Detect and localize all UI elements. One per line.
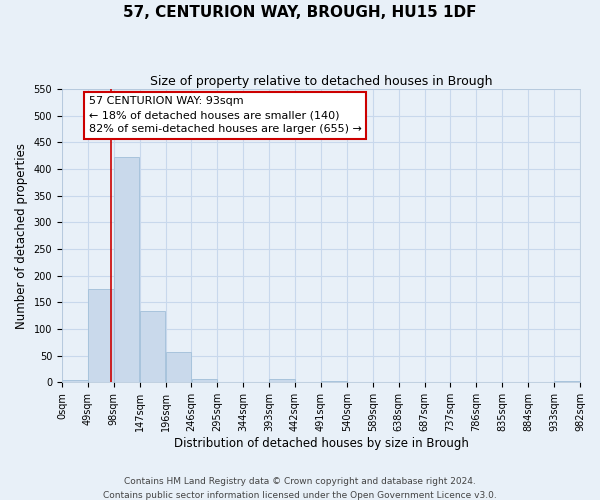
Text: 57 CENTURION WAY: 93sqm
← 18% of detached houses are smaller (140)
82% of semi-d: 57 CENTURION WAY: 93sqm ← 18% of detache…	[89, 96, 362, 134]
Bar	[321, 380, 347, 382]
Bar	[191, 378, 217, 382]
Text: 57, CENTURION WAY, BROUGH, HU15 1DF: 57, CENTURION WAY, BROUGH, HU15 1DF	[123, 5, 477, 20]
Title: Size of property relative to detached houses in Brough: Size of property relative to detached ho…	[150, 75, 492, 88]
Text: Contains HM Land Registry data © Crown copyright and database right 2024.
Contai: Contains HM Land Registry data © Crown c…	[103, 478, 497, 500]
Bar	[88, 289, 113, 382]
Bar	[166, 352, 191, 382]
Bar	[140, 312, 166, 382]
Bar	[114, 158, 139, 382]
Bar	[269, 379, 295, 382]
Bar	[62, 380, 88, 382]
X-axis label: Distribution of detached houses by size in Brough: Distribution of detached houses by size …	[173, 437, 469, 450]
Y-axis label: Number of detached properties: Number of detached properties	[15, 143, 28, 329]
